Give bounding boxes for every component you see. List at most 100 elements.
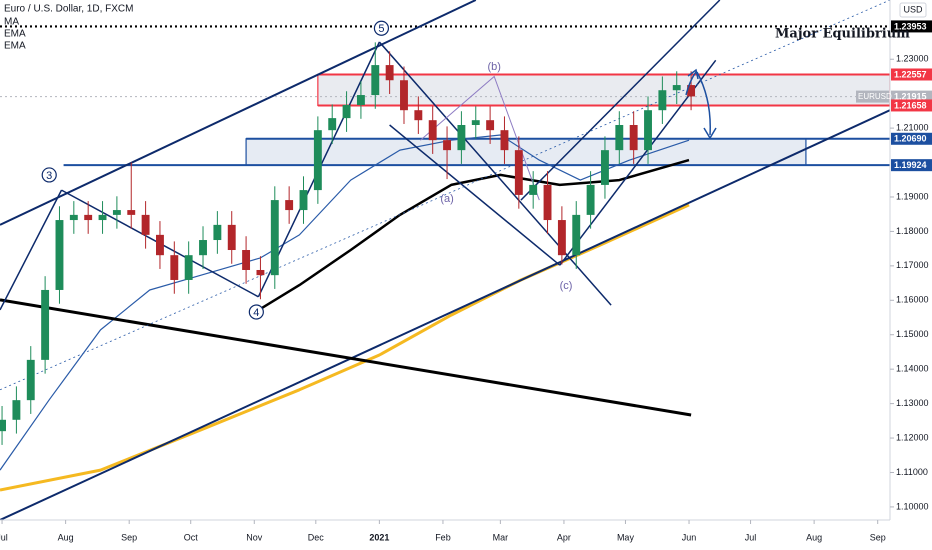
y-tick-label: 1.16000 <box>896 295 929 305</box>
x-tick-label: Nov <box>246 532 263 542</box>
level-label-box <box>891 20 932 33</box>
candle-body <box>629 125 638 151</box>
candle-body <box>586 184 595 215</box>
wave-marker <box>41 167 57 183</box>
trendline <box>389 124 561 266</box>
candle-body <box>500 130 509 151</box>
indicator-label: EMA <box>4 41 26 52</box>
candle-body <box>256 269 265 276</box>
candle-body <box>471 120 480 126</box>
candle-body <box>342 105 351 119</box>
candle-body <box>601 150 609 185</box>
symbol-box <box>856 90 889 103</box>
candle-body <box>41 289 50 360</box>
candle-body <box>26 359 35 401</box>
candle-body <box>184 255 193 280</box>
y-tick-label: 1.15000 <box>896 329 929 339</box>
candle-body <box>98 214 107 221</box>
candle-body <box>514 150 523 195</box>
candle-body <box>615 125 624 151</box>
moving-average <box>249 158 690 317</box>
x-tick-label: Sep <box>121 532 137 542</box>
x-tick-label: Oct <box>184 532 199 542</box>
wave-label: (b) <box>487 61 500 73</box>
candle-body <box>572 214 581 256</box>
axes: 1.10000 1.11000 1.12000 1.13000 1.14000 1.150… <box>0 20 932 542</box>
candle-body <box>213 224 222 241</box>
candle-body <box>156 234 164 256</box>
candle-body <box>443 140 451 151</box>
level-label: 1.23953 <box>894 21 927 31</box>
y-tick-label: 1.11000 <box>896 467 928 477</box>
y-tick-label: 1.21000 <box>896 122 929 132</box>
candle-body <box>356 95 365 106</box>
trendline <box>520 0 721 201</box>
x-tick-label: Jul <box>0 532 8 542</box>
trendline <box>0 0 477 226</box>
level-label: 1.21658 <box>894 100 927 110</box>
candle-body <box>242 250 251 270</box>
trendline <box>0 109 890 520</box>
candle-body <box>658 90 667 111</box>
candle-body <box>313 130 322 191</box>
candle-body <box>457 125 466 151</box>
candle-body <box>69 214 78 221</box>
arrow <box>696 71 717 140</box>
x-tick-label: 2021 <box>369 532 389 542</box>
candle-body <box>55 220 64 290</box>
wave-marker <box>373 20 390 36</box>
candle-body <box>414 110 423 121</box>
trendline <box>0 298 692 417</box>
x-tick-label: Dec <box>308 532 325 542</box>
candle-body <box>270 200 279 276</box>
trendline <box>420 75 540 201</box>
candle-body <box>672 85 681 91</box>
y-tick-label: 1.12000 <box>896 432 929 442</box>
chart-title: Euro / U.S. Dollar, 1D, FXCM <box>4 4 133 15</box>
candle-body <box>385 65 394 81</box>
x-tick-label: Jul <box>745 532 757 542</box>
level-label-box <box>891 68 932 81</box>
candle-body <box>141 214 150 235</box>
x-tick-label: Jun <box>682 532 697 542</box>
indicator-label: EMA <box>4 29 26 40</box>
level-label: 1.22557 <box>894 69 927 79</box>
x-tick-label: Sep <box>870 532 886 542</box>
x-tick-label: Aug <box>806 532 822 542</box>
x-tick-label: Aug <box>58 532 74 542</box>
currency-box[interactable] <box>899 2 927 18</box>
arrow <box>685 68 699 96</box>
candle-body <box>371 65 380 96</box>
indicator-label: MA <box>4 17 19 28</box>
y-tick-label: 1.17000 <box>896 260 929 270</box>
candle-body <box>285 200 294 211</box>
annotation: Major Equilibrium <box>775 27 910 42</box>
candle-body <box>687 85 696 97</box>
level-label: 1.20690 <box>894 134 927 144</box>
level-label-box <box>891 159 932 172</box>
candle-body <box>299 190 308 211</box>
y-tick-label: 1.10000 <box>896 501 929 511</box>
candle-body <box>170 255 179 280</box>
candle-body <box>112 210 121 215</box>
candle-body <box>557 220 566 256</box>
candle-body <box>486 120 495 131</box>
level-label-box <box>891 132 932 145</box>
y-tick-label: 1.13000 <box>896 398 929 408</box>
x-tick-label: Feb <box>435 532 451 542</box>
y-tick-label: 1.23000 <box>896 54 929 64</box>
candle-body <box>12 400 21 420</box>
wave-label: 5 <box>378 23 384 35</box>
candle-body <box>84 214 93 221</box>
wave-marker <box>248 304 264 320</box>
trendline <box>0 189 63 311</box>
candle-body <box>529 184 538 195</box>
wave-label: (a) <box>440 193 453 205</box>
candle-body <box>644 110 652 151</box>
x-tick-label: Mar <box>493 532 509 542</box>
level-label-box <box>891 99 932 112</box>
plot-area: 3 4 5 (a) (b) (c) <box>0 0 890 520</box>
currency[interactable]: USD <box>903 4 923 14</box>
candle-body <box>428 120 437 141</box>
